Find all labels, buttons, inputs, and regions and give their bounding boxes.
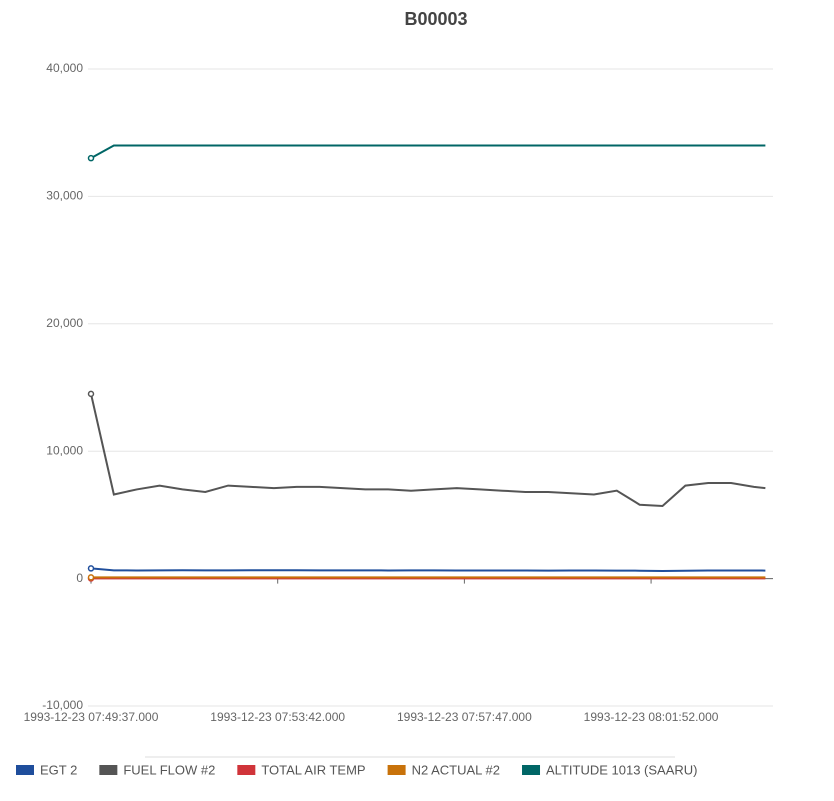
series-line: [90, 144, 766, 160]
point-marker: [87, 565, 95, 572]
legend-label[interactable]: TOTAL AIR TEMP: [261, 762, 365, 777]
x-tick-label: 1993-12-23 07:49:37.000: [24, 710, 159, 724]
legend-swatch: [387, 765, 406, 775]
x-tick-label: 1993-12-23 07:53:42.000: [210, 710, 345, 724]
y-tick-label: 40,000: [46, 61, 83, 75]
legend-label[interactable]: ALTITUDE 1013 (SAARU): [546, 762, 697, 777]
legend-label[interactable]: EGT 2: [40, 762, 77, 777]
legend-swatch: [237, 765, 256, 775]
legend-swatch: [16, 765, 34, 775]
y-tick-label: 10,000: [46, 443, 83, 457]
point-marker: [87, 154, 95, 162]
series-line: [90, 393, 766, 508]
y-tick-label: 0: [76, 571, 83, 585]
point-marker: [87, 574, 95, 581]
y-tick-label: 30,000: [46, 189, 83, 203]
y-tick-label: -10,000: [42, 698, 83, 712]
series-line: [90, 567, 766, 572]
point-marker: [87, 390, 95, 398]
legend-label[interactable]: FUEL FLOW #2: [123, 762, 215, 777]
legend-swatch: [99, 765, 118, 775]
y-tick-label: 20,000: [46, 316, 83, 330]
x-tick-label: 1993-12-23 08:01:52.000: [584, 710, 719, 724]
legend-swatch: [522, 765, 541, 775]
chart-title: B00003: [404, 9, 467, 29]
legend-label[interactable]: N2 ACTUAL #2: [412, 762, 500, 777]
x-tick-label: 1993-12-23 07:57:47.000: [397, 710, 532, 724]
